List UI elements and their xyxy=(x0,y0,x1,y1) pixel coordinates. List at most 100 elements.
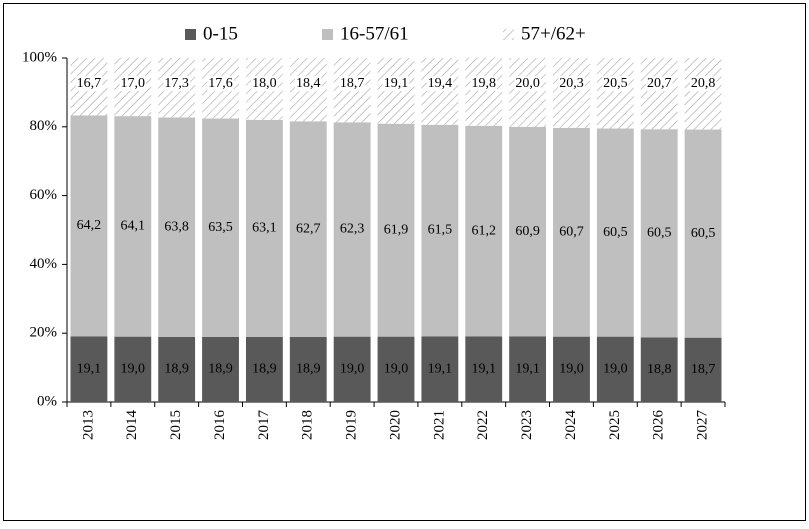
bar-segment xyxy=(202,336,239,402)
data-label: 19,0 xyxy=(121,362,146,377)
data-label: 63,1 xyxy=(252,221,277,236)
bar-segment xyxy=(640,337,678,402)
bar-segment xyxy=(421,336,459,402)
data-label: 60,7 xyxy=(559,224,584,239)
data-label: 18,9 xyxy=(252,362,277,377)
x-tick-label: 2018 xyxy=(300,410,316,440)
bar-segment xyxy=(202,118,239,337)
data-label: 18,7 xyxy=(691,362,716,377)
y-tick-label: 80% xyxy=(30,118,58,134)
bar-segment xyxy=(377,336,415,402)
bar-segment xyxy=(509,336,547,402)
data-label: 20,0 xyxy=(515,76,540,91)
bar-segment xyxy=(465,57,503,126)
bar-segment xyxy=(114,116,152,337)
bar-segment xyxy=(509,126,547,337)
data-label: 19,0 xyxy=(384,362,409,377)
data-label: 64,1 xyxy=(121,219,146,234)
data-label: 17,6 xyxy=(208,76,233,91)
data-label: 60,5 xyxy=(603,225,628,240)
bar-segment xyxy=(465,336,503,402)
data-label: 18,9 xyxy=(296,362,321,377)
bar-segment xyxy=(553,58,590,128)
x-tick-label: 2020 xyxy=(387,410,403,440)
label-bg xyxy=(514,76,541,92)
bar-segment xyxy=(509,58,547,127)
x-tick-label: 2015 xyxy=(168,410,184,440)
bar-segment xyxy=(640,58,678,130)
data-label: 61,9 xyxy=(384,222,409,237)
y-tick-label: 40% xyxy=(30,256,58,272)
label-bg xyxy=(207,76,234,92)
data-label: 18,8 xyxy=(647,362,672,377)
data-label: 19,0 xyxy=(603,362,628,377)
bar-segment xyxy=(596,128,634,337)
x-tick-label: 2019 xyxy=(344,410,360,440)
legend-label: 57+/62+ xyxy=(521,23,586,44)
bar-segment xyxy=(377,123,415,337)
data-label: 60,5 xyxy=(647,225,672,240)
data-label: 63,5 xyxy=(208,220,233,235)
x-tick-label: 2017 xyxy=(256,410,272,441)
data-label: 20,5 xyxy=(603,76,628,91)
label-bg xyxy=(382,76,410,92)
y-tick-label: 100% xyxy=(22,49,57,65)
bar-segment xyxy=(70,336,108,402)
data-label: 19,0 xyxy=(340,362,365,377)
label-bg xyxy=(295,76,322,92)
x-tick-label: 2026 xyxy=(651,410,667,441)
legend-label: 16-57/61 xyxy=(340,23,409,44)
x-tick-label: 2023 xyxy=(519,410,535,440)
x-tick-label: 2013 xyxy=(80,410,96,440)
label-bg xyxy=(251,76,278,92)
data-label: 18,9 xyxy=(164,362,189,377)
data-label: 17,0 xyxy=(121,76,146,91)
label-bg xyxy=(645,76,673,92)
data-label: 62,7 xyxy=(296,221,321,236)
label-bg xyxy=(558,76,585,92)
x-tick-label: 2021 xyxy=(431,410,447,440)
data-label: 64,2 xyxy=(77,218,102,233)
data-label: 20,8 xyxy=(691,76,716,91)
bar-segment xyxy=(114,336,152,402)
x-tick-label: 2025 xyxy=(607,410,623,440)
label-bg xyxy=(163,76,190,92)
x-tick-label: 2014 xyxy=(124,410,140,441)
bar-segment xyxy=(553,336,590,402)
data-label: 17,3 xyxy=(164,76,189,91)
data-label: 19,8 xyxy=(471,76,496,91)
legend-marker xyxy=(322,29,333,40)
legend-marker xyxy=(503,29,514,40)
data-label: 20,7 xyxy=(647,76,672,91)
data-label: 19,1 xyxy=(515,361,540,376)
data-label: 18,7 xyxy=(340,76,365,91)
data-label: 63,8 xyxy=(164,219,189,234)
bar-segment xyxy=(553,127,590,337)
data-label: 62,3 xyxy=(340,222,365,237)
bar-segment xyxy=(684,129,722,338)
label-bg xyxy=(426,76,454,92)
data-label: 18,9 xyxy=(208,362,233,377)
bar-segment xyxy=(333,122,371,337)
bar-segment xyxy=(158,117,196,337)
data-label: 19,1 xyxy=(77,361,102,376)
data-label: 61,5 xyxy=(428,223,453,238)
bar-segment xyxy=(289,336,327,402)
label-bg xyxy=(338,76,366,92)
bar-segment xyxy=(421,124,459,337)
bar-segment xyxy=(158,336,196,402)
y-tick-label: 0% xyxy=(37,393,57,409)
bar-segment xyxy=(245,336,283,402)
y-tick-label: 20% xyxy=(30,325,58,341)
x-tick-label: 2016 xyxy=(212,410,228,441)
bar-segment xyxy=(640,129,678,338)
x-tick-label: 2027 xyxy=(695,410,711,441)
y-tick-label: 60% xyxy=(30,187,58,203)
bar-segment xyxy=(245,119,283,337)
bar-segment xyxy=(465,125,503,337)
data-label: 18,0 xyxy=(252,76,277,91)
data-label: 61,2 xyxy=(471,223,496,238)
legend-marker xyxy=(185,29,196,40)
